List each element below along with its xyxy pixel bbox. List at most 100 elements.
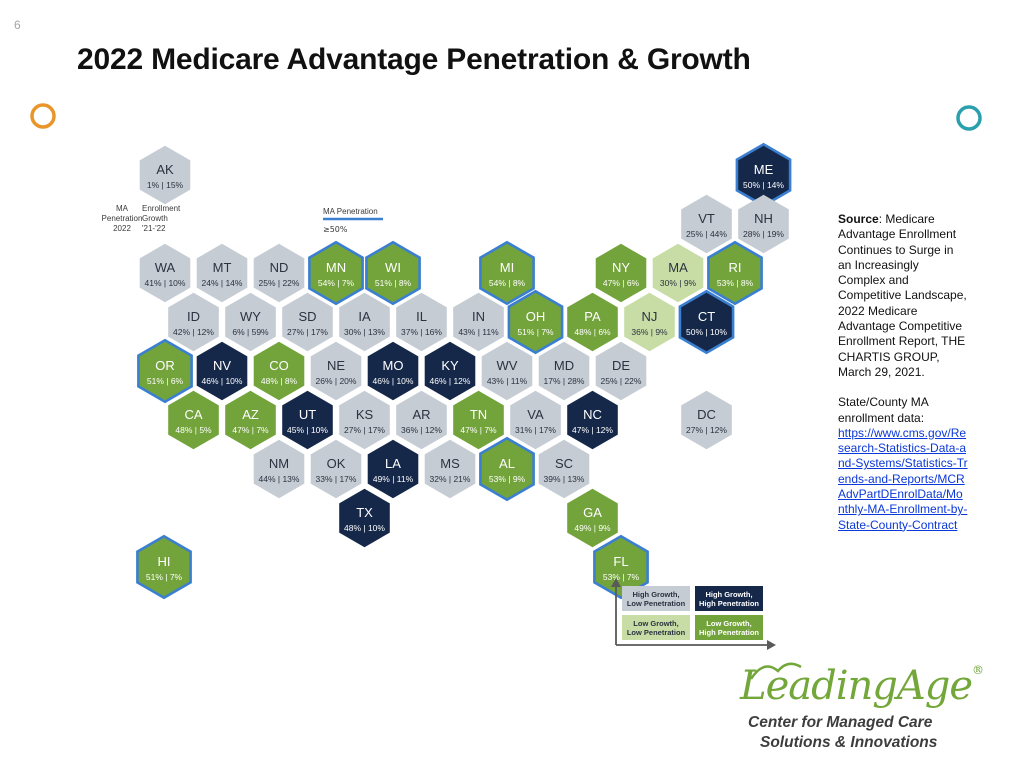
state-abbr: ID — [187, 309, 200, 324]
state-hex-sd: SD 27% | 17% — [282, 292, 333, 352]
state-abbr: OK — [327, 456, 346, 471]
state-abbr: KY — [441, 358, 459, 373]
quadrant-label: High Growth, — [705, 590, 752, 599]
logo-wordmark: LeadingAge® — [740, 663, 984, 709]
logo-house-icon — [749, 662, 802, 680]
state-abbr: MS — [440, 456, 460, 471]
state-hex-az: AZ 47% | 7% — [225, 390, 276, 450]
outline-legend-threshold: ≥50% — [323, 225, 348, 234]
state-values: 24% | 14% — [202, 278, 243, 288]
state-values: 48% | 8% — [261, 376, 298, 386]
state-hex-wi: WI 51% | 8% — [365, 240, 421, 306]
state-values: 36% | 12% — [401, 425, 442, 435]
state-hex-de: DE 25% | 22% — [595, 341, 647, 401]
state-hex-pa: PA 48% | 6% — [567, 292, 618, 352]
state-values: 48% | 5% — [175, 425, 212, 435]
state-values: 43% | 11% — [487, 376, 528, 386]
quadrant-label: Low Penetration — [627, 628, 686, 637]
state-hex-ne: NE 26% | 20% — [310, 341, 362, 401]
divider-left-circle — [30, 103, 56, 129]
state-abbr: PA — [584, 309, 601, 324]
state-hex-ky: KY 46% | 12% — [424, 341, 476, 401]
key-growth-label: Enrollment — [142, 204, 181, 213]
state-hex-dc: DC 27% | 12% — [681, 390, 732, 450]
state-abbr: NC — [583, 407, 602, 422]
state-hex-ks: KS 27% | 17% — [339, 390, 390, 450]
state-abbr: MT — [213, 260, 232, 275]
state-abbr: AL — [499, 456, 515, 471]
state-values: 36% | 9% — [631, 327, 668, 337]
quadrant-label: High Penetration — [699, 628, 759, 637]
state-hex-mi: MI 54% | 8% — [479, 240, 535, 306]
state-values: 43% | 11% — [458, 327, 499, 337]
state-abbr: CA — [184, 407, 202, 422]
state-values: 32% | 21% — [430, 474, 471, 484]
quadrant-swatch — [622, 586, 690, 611]
state-abbr: KS — [356, 407, 374, 422]
state-abbr: NH — [754, 211, 773, 226]
key-growth-label: '21-'22 — [142, 224, 166, 233]
state-hex-id: ID 42% | 12% — [168, 292, 219, 352]
state-values: 17% | 28% — [544, 376, 585, 386]
state-values: 25% | 44% — [686, 229, 727, 239]
source-citation: Source: Medicare Advantage Enrollment Co… — [838, 212, 968, 533]
logo-line-1: Center for Managed Care — [748, 714, 933, 731]
state-abbr: IN — [472, 309, 485, 324]
state-abbr: SC — [555, 456, 573, 471]
title-divider — [30, 103, 982, 131]
state-abbr: GA — [583, 505, 602, 520]
state-abbr: SD — [298, 309, 316, 324]
outline-legend-label: MA Penetration — [323, 207, 378, 216]
state-hex-la: LA 49% | 11% — [367, 439, 419, 499]
state-values: 47% | 12% — [572, 425, 613, 435]
state-hex-fl: FL 53% | 7% — [593, 534, 649, 600]
state-abbr: NJ — [642, 309, 658, 324]
state-values: 6% | 59% — [232, 327, 269, 337]
state-abbr: CT — [698, 309, 715, 324]
state-values: 27% | 17% — [344, 425, 385, 435]
state-abbr: HI — [158, 554, 171, 569]
state-values: 50% | 10% — [686, 327, 727, 337]
state-hex-mo: MO 46% | 10% — [367, 341, 419, 401]
state-abbr: NY — [612, 260, 630, 275]
state-values: 47% | 6% — [603, 278, 640, 288]
state-abbr: WV — [497, 358, 518, 373]
state-hex-il: IL 37% | 16% — [396, 292, 447, 352]
state-abbr: ME — [754, 162, 774, 177]
state-hex-mt: MT 24% | 14% — [196, 243, 248, 303]
state-values: 53% | 9% — [489, 474, 526, 484]
state-values: 48% | 10% — [344, 523, 385, 533]
state-hex-me: ME 50% | 14% — [735, 142, 792, 208]
state-abbr: AR — [412, 407, 430, 422]
state-abbr: TN — [470, 407, 487, 422]
state-abbr: DE — [612, 358, 630, 373]
quadrant-y-arrow — [611, 578, 621, 587]
state-values: 53% | 8% — [717, 278, 754, 288]
state-hex-mn: MN 54% | 7% — [308, 240, 364, 306]
state-values: 28% | 19% — [743, 229, 784, 239]
quadrant-label: Low Growth, — [706, 619, 751, 628]
state-values: 51% | 8% — [375, 278, 412, 288]
state-hex-al: AL 53% | 9% — [479, 436, 535, 502]
state-values: 26% | 20% — [316, 376, 357, 386]
state-hex-tx: TX 48% | 10% — [339, 488, 390, 548]
state-values: 37% | 16% — [401, 327, 442, 337]
source-label: Source — [838, 212, 879, 226]
cms-data-link[interactable]: https://www.cms.gov/Research-Statistics-… — [838, 425, 968, 532]
state-values: 47% | 7% — [460, 425, 497, 435]
state-values: 27% | 12% — [686, 425, 727, 435]
state-hex-ut: UT 45% | 10% — [282, 390, 333, 450]
state-abbr: TX — [356, 505, 373, 520]
state-abbr: AK — [156, 162, 174, 177]
state-hex-ak: AK 1% | 15% — [139, 145, 191, 205]
state-abbr: MI — [500, 260, 514, 275]
state-values: 49% | 9% — [574, 523, 611, 533]
state-hex-tn: TN 47% | 7% — [453, 390, 504, 450]
state-values: 31% | 17% — [515, 425, 556, 435]
state-values: 42% | 12% — [173, 327, 214, 337]
state-hex-wa: WA 41% | 10% — [139, 243, 191, 303]
state-hex-oh: OH 51% | 7% — [507, 289, 564, 355]
state-abbr: MA — [668, 260, 688, 275]
state-abbr: AZ — [242, 407, 259, 422]
